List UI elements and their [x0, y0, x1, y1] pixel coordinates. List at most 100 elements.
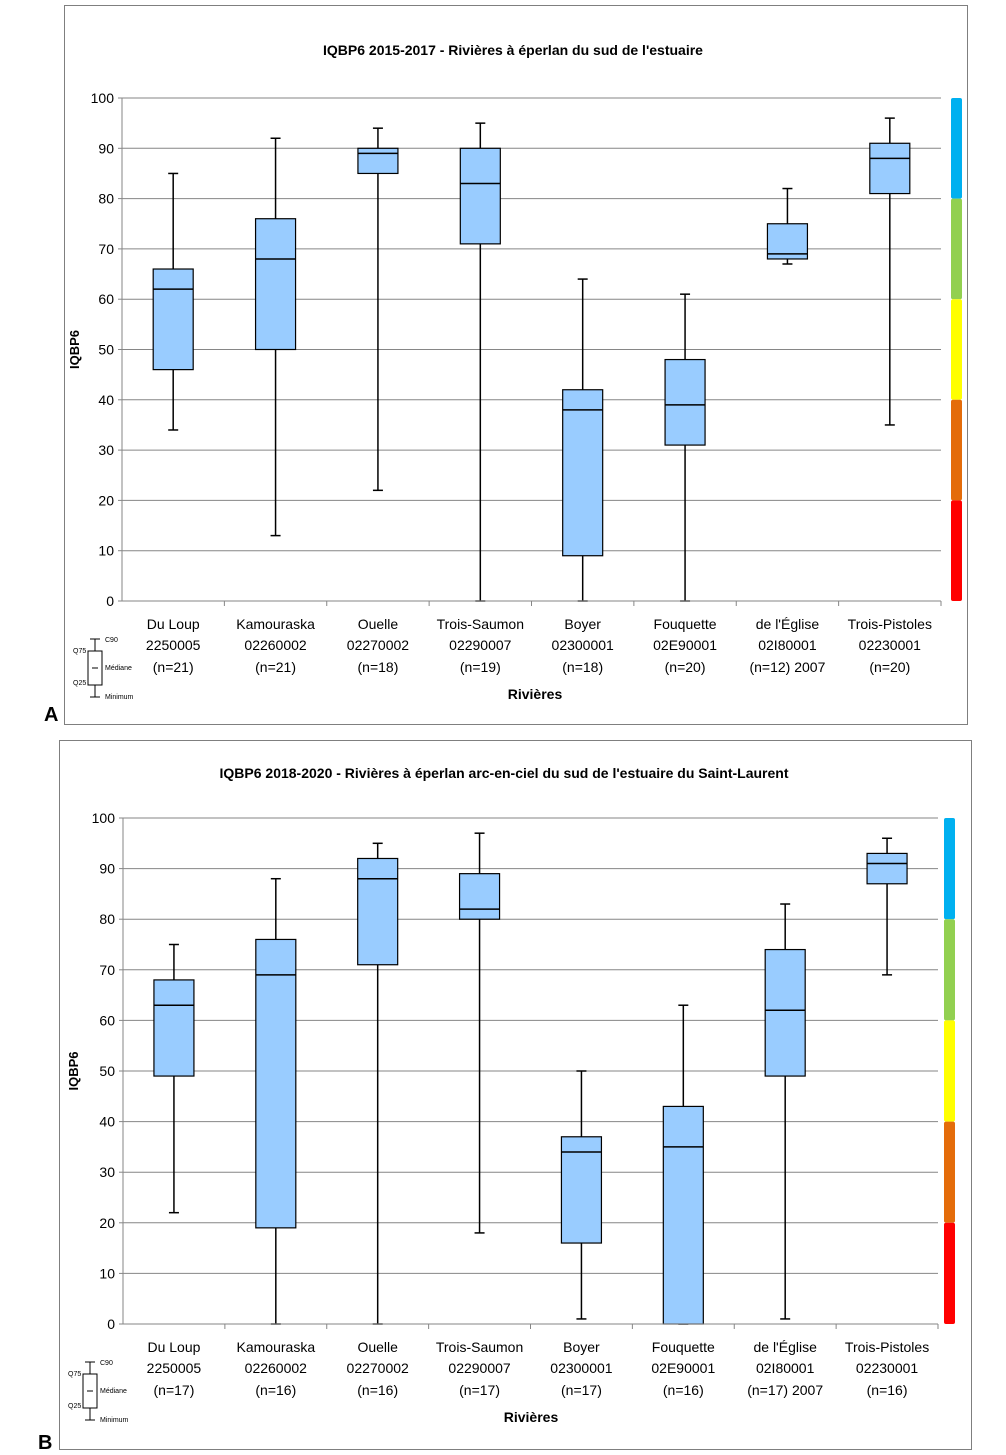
x-tick-label-n: (n=20) — [869, 659, 910, 675]
x-tick-label-name: Kamouraska — [236, 616, 315, 632]
legend-key-median-label: Médiane — [105, 665, 132, 672]
quality-scale-segment — [951, 98, 962, 199]
x-tick-label-code: 02290007 — [449, 637, 512, 653]
x-tick-label-n: (n=21) — [153, 659, 194, 675]
x-tick-label-code: 2250005 — [146, 637, 201, 653]
chart-panel-a: IQBP6 2015-2017 - Rivières à éperlan du … — [64, 5, 968, 725]
y-tick-label: 60 — [98, 291, 114, 307]
x-tick-label-code: 02E90001 — [653, 637, 717, 653]
chart-title: IQBP6 2015-2017 - Rivières à éperlan du … — [323, 42, 703, 58]
x-tick-label-code: 02I80001 — [756, 1360, 815, 1376]
y-tick-label: 0 — [107, 1316, 115, 1332]
panel-label-a: A — [44, 704, 59, 726]
box-iqr — [562, 389, 604, 557]
x-tick-label-n: (n=17) 2007 — [747, 1382, 823, 1398]
x-tick-label-n: (n=20) — [665, 659, 706, 675]
y-tick-label: 100 — [91, 90, 115, 106]
quality-scale-segment — [951, 299, 962, 400]
x-tick-label-name: Fouquette — [652, 1339, 715, 1355]
y-tick-label: 40 — [98, 392, 114, 408]
legend-key-minimum-label: Minimum — [100, 1417, 129, 1424]
box-iqr — [766, 223, 809, 260]
quality-scale-segment — [944, 1020, 955, 1122]
x-tick-label-code: 2250005 — [147, 1360, 202, 1376]
box-iqr — [866, 852, 908, 885]
x-tick-label-n: (n=21) — [255, 659, 296, 675]
y-tick-label: 40 — [99, 1114, 115, 1130]
box-iqr — [357, 857, 399, 966]
x-tick-label-n: (n=12) 2007 — [749, 659, 825, 675]
x-tick-label-code: 02300001 — [552, 637, 615, 653]
x-tick-label-n: (n=19) — [460, 659, 501, 675]
x-tick-label-n: (n=18) — [562, 659, 603, 675]
x-tick-label-n: (n=16) — [357, 1382, 398, 1398]
y-tick-label: 50 — [98, 342, 114, 358]
y-axis-label: IQBP6 — [67, 330, 82, 369]
x-tick-label-name: Boyer — [564, 616, 601, 632]
x-tick-label-n: (n=16) — [663, 1382, 704, 1398]
quality-scale-segment — [951, 399, 962, 501]
quality-scale-segment — [944, 1121, 955, 1223]
x-axis-label: Rivières — [504, 1409, 559, 1425]
y-tick-label: 20 — [99, 1215, 115, 1231]
x-axis-label: Rivières — [508, 686, 563, 702]
x-tick-label-name: Trois-Saumon — [437, 616, 524, 632]
panel-label-b: B — [38, 1432, 53, 1454]
boxplot-chart-a: IQBP6 2015-2017 - Rivières à éperlan du … — [67, 42, 962, 702]
box-iqr — [459, 147, 501, 245]
x-tick-label-name: Du Loup — [147, 1339, 200, 1355]
y-tick-label: 60 — [99, 1012, 115, 1028]
x-tick-label-name: Kamouraska — [237, 1339, 316, 1355]
x-tick-label-code: 02270002 — [347, 637, 410, 653]
y-tick-label: 80 — [98, 191, 114, 207]
y-tick-label: 30 — [99, 1164, 115, 1180]
box-iqr — [764, 948, 806, 1077]
y-tick-label: 80 — [99, 911, 115, 927]
box-iqr — [254, 218, 297, 351]
x-tick-label-name: Trois-Pistoles — [848, 616, 932, 632]
x-tick-label-code: 02230001 — [856, 1360, 919, 1376]
x-tick-label-name: de l'Église — [756, 616, 820, 632]
chart-title: IQBP6 2018-2020 - Rivières à éperlan arc… — [220, 765, 789, 781]
x-tick-label-n: (n=16) — [867, 1382, 908, 1398]
y-tick-label: 50 — [99, 1063, 115, 1079]
x-tick-label-code: 02260002 — [244, 637, 307, 653]
legend-key-q75-label: Q75 — [68, 1371, 81, 1378]
box-iqr — [152, 268, 194, 371]
x-tick-label-n: (n=18) — [358, 659, 399, 675]
legend-key-c90-label: C90 — [100, 1360, 113, 1367]
y-tick-label: 70 — [98, 241, 114, 257]
quality-scale-segment — [944, 818, 955, 920]
y-tick-label: 90 — [99, 861, 115, 877]
y-axis-label: IQBP6 — [66, 1051, 81, 1090]
legend-key-c90-label: C90 — [105, 637, 118, 644]
box-iqr — [458, 873, 501, 920]
legend-key-minimum-label: Minimum — [105, 694, 134, 701]
x-tick-label-name: Du Loup — [147, 616, 200, 632]
legend-key-q75-label: Q75 — [73, 648, 86, 655]
boxplot-chart-b: IQBP6 2018-2020 - Rivières à éperlan arc… — [66, 765, 955, 1425]
y-tick-label: 10 — [99, 1265, 115, 1281]
quality-scale-segment — [951, 500, 962, 601]
x-tick-label-code: 02E90001 — [651, 1360, 715, 1376]
x-tick-label-name: Ouelle — [358, 616, 399, 632]
x-tick-label-code: 02290007 — [448, 1360, 511, 1376]
box-iqr — [560, 1136, 603, 1244]
y-tick-label: 100 — [92, 810, 116, 826]
chart-panel-b: IQBP6 2018-2020 - Rivières à éperlan arc… — [59, 740, 972, 1450]
x-tick-label-name: Trois-Saumon — [436, 1339, 523, 1355]
box-iqr — [662, 1105, 704, 1325]
box-iqr — [153, 979, 195, 1077]
box-iqr — [357, 147, 399, 175]
x-tick-label-name: Fouquette — [654, 616, 717, 632]
x-tick-label-n: (n=17) — [154, 1382, 195, 1398]
quality-scale-segment — [944, 1222, 955, 1324]
box-iqr — [255, 938, 297, 1229]
x-tick-label-name: Boyer — [563, 1339, 600, 1355]
y-tick-label: 30 — [98, 442, 114, 458]
x-tick-label-name: Ouelle — [357, 1339, 398, 1355]
x-tick-label-code: 02230001 — [859, 637, 922, 653]
y-tick-label: 20 — [98, 492, 114, 508]
y-tick-label: 0 — [106, 593, 114, 609]
legend-key-median-label: Médiane — [100, 1388, 127, 1395]
